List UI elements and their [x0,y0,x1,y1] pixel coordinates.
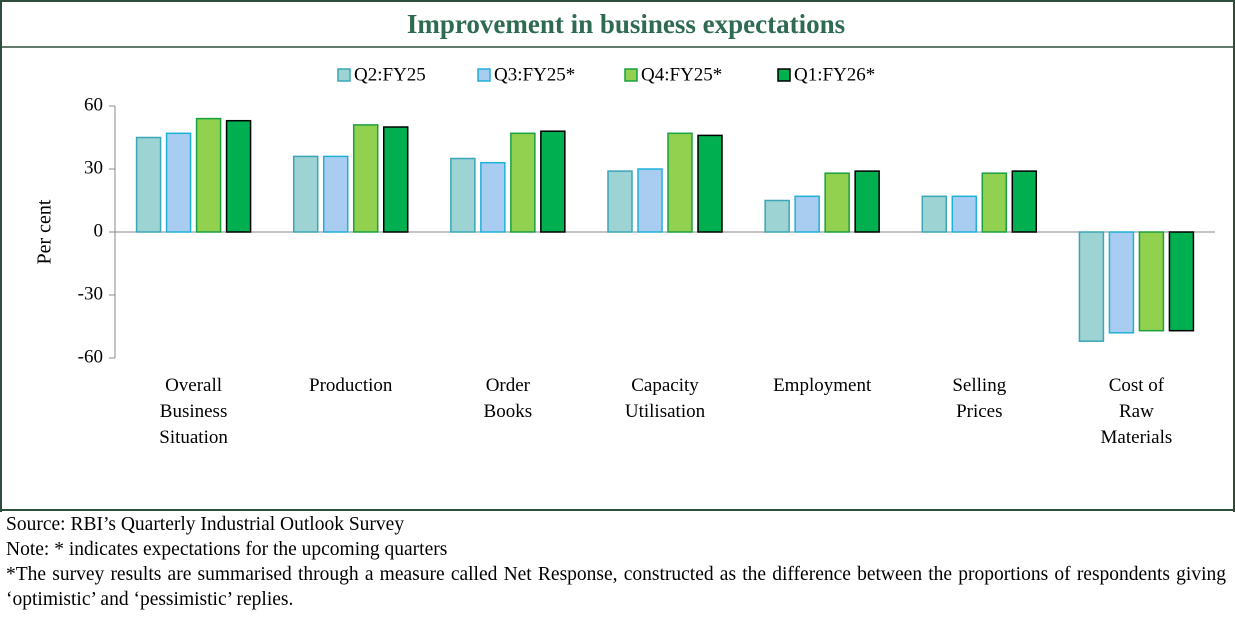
y-axis-label: Per cent [34,199,56,264]
bar [1168,231,1195,332]
bar [981,172,1008,233]
bar [195,117,222,233]
bar [1078,231,1105,342]
bar [165,132,192,233]
bar [540,130,566,233]
y-tick-label: 30 [84,157,103,178]
y-tick-label: -60 [78,346,103,367]
bar [450,157,476,233]
chart-title: Improvement in business expectations [407,9,845,39]
legend-label: Q4:FY25* [641,64,722,85]
note: Note: * indicates expectations for the u… [6,539,448,560]
bar [764,199,790,233]
x-tick-label: Production [309,375,393,396]
y-tick-label: -30 [78,283,103,304]
bar [135,136,162,233]
bar [951,195,978,233]
bar [607,170,633,233]
bar [667,132,693,233]
bar [322,155,349,233]
x-tick-label: Employment [773,375,872,396]
bar [824,172,850,233]
legend-swatch [777,68,791,82]
bar [1011,170,1038,233]
bar [921,195,948,233]
legend-label: Q3:FY25* [494,64,575,85]
x-tick-label: Order Books [483,375,533,422]
legend-swatch [337,68,351,82]
bar [854,170,880,233]
legend-label: Q2:FY25 [354,64,426,85]
bar [352,124,379,233]
x-tick-label: Cost of Raw Materials [1100,375,1173,448]
bar [1138,231,1165,332]
x-tick-label: Overall Business Situation [159,375,228,448]
note: *The survey results are summarised throu… [6,564,1226,610]
bar [382,126,409,233]
y-tick-label: 0 [94,220,104,241]
x-tick-label: Capacity Utilisation [624,375,706,422]
x-tick-label: Selling Prices [952,375,1007,422]
y-tick-label: 60 [84,94,103,115]
legend-swatch [624,68,638,82]
bar [697,134,723,233]
frame [0,0,1235,512]
chart: Improvement in business expectations Per… [0,0,1235,512]
bar [794,195,820,233]
bar [637,168,663,233]
bar [225,119,252,233]
bar [480,161,506,233]
bar [1108,231,1135,334]
note: Source: RBI’s Quarterly Industrial Outlo… [6,514,405,535]
legend-swatch [477,68,491,82]
bar [292,155,319,233]
notes: Source: RBI’s Quarterly Industrial Outlo… [6,512,1226,612]
legend-label: Q1:FY26* [794,64,875,85]
bar [510,132,536,233]
